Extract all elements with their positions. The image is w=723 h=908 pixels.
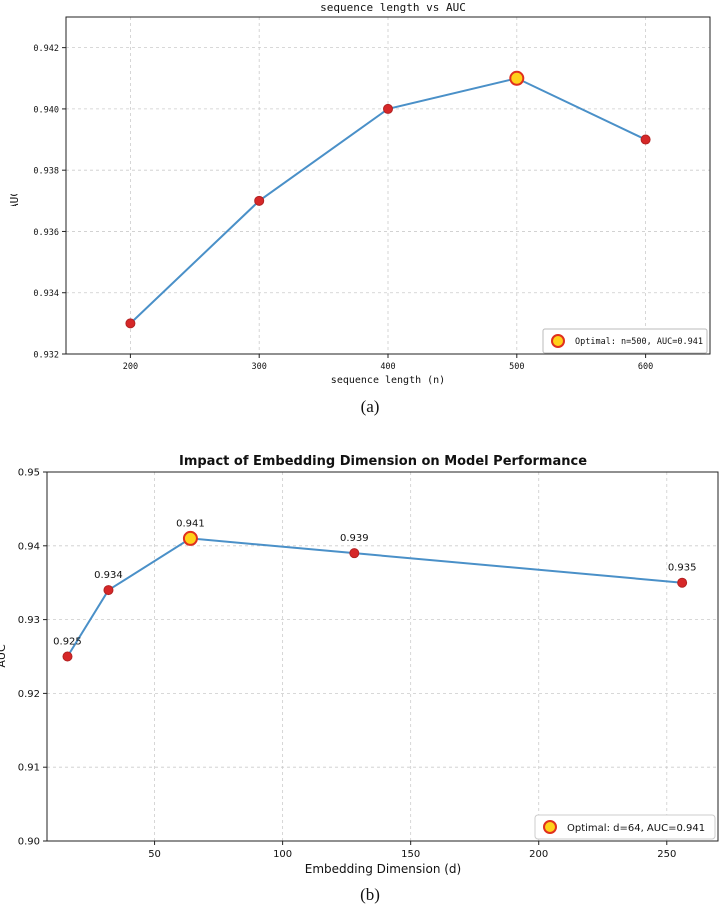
b-y-tick-label: 0.91 [18, 763, 40, 774]
b-data-label: 0.935 [668, 563, 697, 574]
chart-a-xlabel: sequence length (n) [331, 375, 445, 386]
a-y-tick-label: 0.942 [33, 44, 59, 54]
chart-b-xlabel: Embedding Dimension (d) [305, 862, 461, 876]
a-y-tick-label: 0.934 [33, 289, 59, 299]
b-y-tick-label: 0.90 [18, 837, 40, 848]
chart-a-grid [66, 17, 710, 355]
b-series-line [66, 537, 683, 658]
a-data-point [254, 195, 265, 206]
b-data-label: 0.941 [176, 518, 205, 529]
chart-a-title: sequence length vs AUC [320, 1, 466, 14]
chart-a-series [125, 70, 651, 329]
a-x-tick-label: 600 [638, 362, 653, 372]
a-data-point [640, 134, 651, 145]
chart-b-caption: (b) [360, 885, 380, 904]
b-y-tick-label: 0.94 [18, 541, 40, 552]
chart-b-series: 0.925 0.934 0.941 0.939 0.935 [53, 518, 697, 662]
b-data-label: 0.939 [340, 533, 369, 544]
chart-b-grid [47, 471, 718, 842]
chart-b-title: Impact of Embedding Dimension on Model P… [179, 454, 587, 469]
chart-b-legend-label: Optimal: d=64, AUC=0.941 [567, 823, 705, 834]
b-data-point [103, 585, 114, 596]
chart-a: sequence length vs AUC 0.9320.9340.9360.… [8, 1, 711, 416]
b-x-tick-label: 150 [401, 849, 420, 860]
chart-a-caption: (a) [361, 397, 380, 416]
chart-b-plot-frame [46, 471, 719, 842]
b-x-tick-label: 250 [657, 849, 676, 860]
b-y-tick-label: 0.95 [18, 468, 40, 479]
b-y-tick-label: 0.92 [18, 689, 40, 700]
b-y-tick-label: 0.93 [18, 615, 40, 626]
chart-a-legend-label: Optimal: n=500, AUC=0.941 [575, 337, 703, 347]
b-x-tick-label: 200 [529, 849, 548, 860]
chart-a-x-ticks: 200 300 400 500 600 [123, 354, 653, 372]
chart-a-y-ticks: 0.932 0.934 0.936 0.938 0.940 0.942 [33, 44, 66, 361]
b-data-point [349, 548, 360, 559]
chart-a-legend-marker [551, 334, 565, 348]
chart-b-legend: Optimal: d=64, AUC=0.941 [534, 814, 716, 840]
b-data-point [62, 651, 73, 662]
a-optimal-point [509, 70, 525, 86]
chart-a-ylabel: AUC [8, 190, 21, 210]
a-data-point [125, 318, 136, 329]
b-x-tick-label: 50 [148, 849, 161, 860]
a-x-tick-label: 400 [380, 362, 395, 372]
chart-b-x-ticks: 50 100 150 200 250 [148, 841, 676, 860]
b-x-tick-label: 100 [273, 849, 292, 860]
b-data-point [677, 577, 688, 588]
a-y-tick-label: 0.940 [33, 105, 59, 115]
b-optimal-point [182, 530, 198, 546]
a-y-tick-label: 0.938 [33, 167, 59, 177]
chart-b-ylabel: AUC [0, 644, 8, 668]
chart-b-y-ticks: 0.90 0.91 0.92 0.93 0.94 0.95 [18, 468, 47, 848]
a-data-point [383, 103, 393, 114]
a-y-tick-label: 0.936 [33, 228, 59, 238]
a-x-tick-label: 300 [252, 362, 267, 372]
b-data-label: 0.925 [53, 637, 82, 648]
a-y-tick-label: 0.932 [33, 351, 59, 361]
chart-b-legend-box [534, 814, 716, 840]
chart-a-legend-box [542, 328, 708, 354]
chart-b-legend-marker [543, 820, 557, 834]
b-data-label: 0.934 [94, 570, 123, 581]
chart-b: Impact of Embedding Dimension on Model P… [0, 454, 719, 904]
a-x-tick-label: 500 [509, 362, 524, 372]
chart-a-legend: Optimal: n=500, AUC=0.941 [542, 328, 708, 354]
a-x-tick-label: 200 [123, 362, 138, 372]
